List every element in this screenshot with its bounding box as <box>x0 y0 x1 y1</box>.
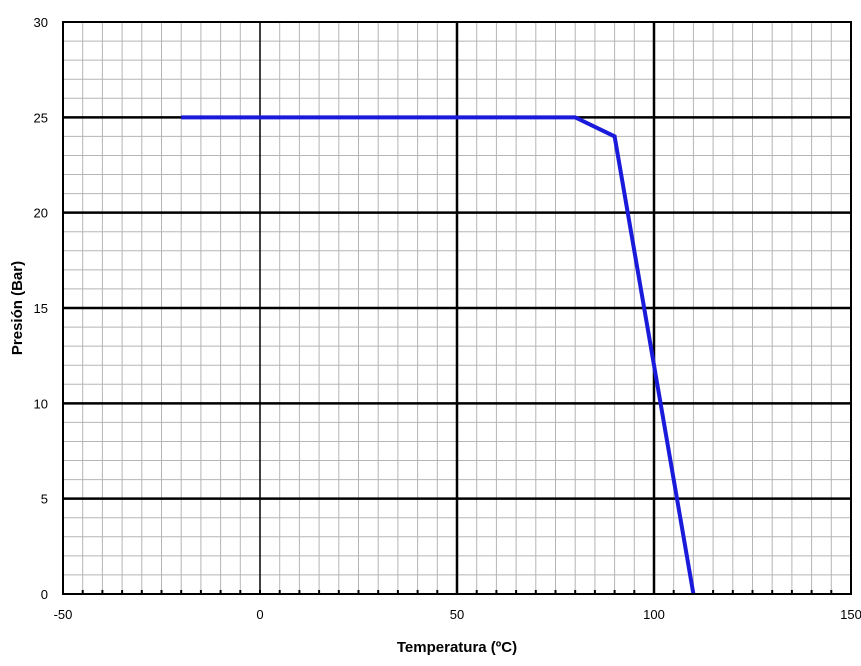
x-tick-labels: -50 0 50 100 150 <box>54 607 861 622</box>
series-line <box>181 115 696 595</box>
y-axis-title: Presión (Bar) <box>9 261 26 355</box>
y-tick-label: 0 <box>41 587 48 602</box>
x-tick-label: 0 <box>256 607 263 622</box>
x-axis-title: Temperatura (ºC) <box>397 639 517 656</box>
y-tick-label: 25 <box>34 110 48 125</box>
y-tick-label: 30 <box>34 15 48 30</box>
x-tick-label: 100 <box>643 607 665 622</box>
y-tick-label: 5 <box>41 492 48 507</box>
y-tick-labels: 0 5 10 15 20 25 30 <box>34 15 48 602</box>
y-tick-label: 15 <box>34 301 48 316</box>
plot-frame <box>62 21 852 595</box>
x-tick-label: 50 <box>450 607 464 622</box>
x-tick-label: 150 <box>840 607 861 622</box>
series-layer <box>181 115 696 595</box>
x-tick-label: -50 <box>54 607 73 622</box>
y-tick-label: 10 <box>34 396 48 411</box>
y-tick-label: 20 <box>34 206 48 221</box>
